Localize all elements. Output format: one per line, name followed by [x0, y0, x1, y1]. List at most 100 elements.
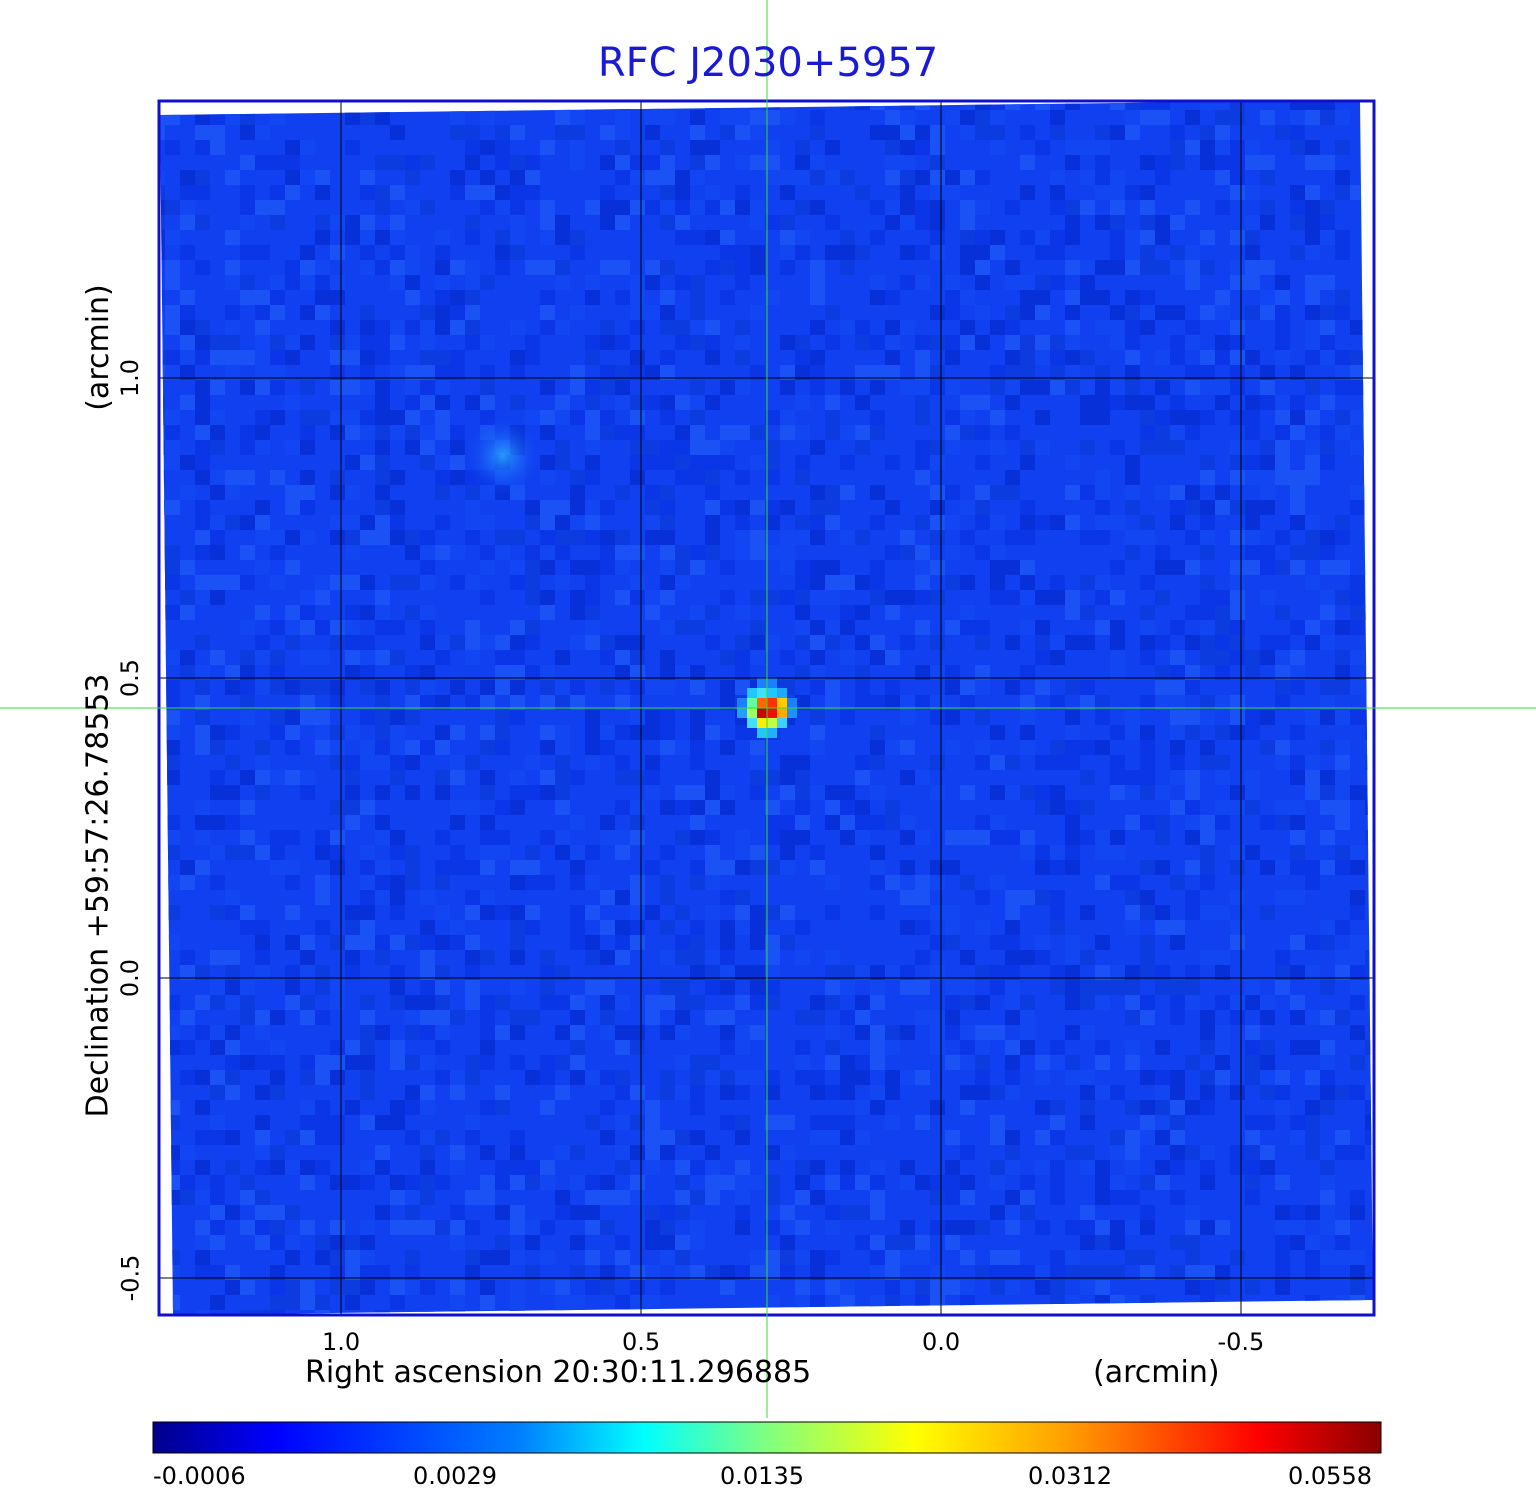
noise-pixel	[1020, 1040, 1035, 1055]
noise-pixel	[360, 515, 375, 530]
noise-pixel	[525, 755, 540, 770]
noise-pixel	[390, 650, 405, 665]
noise-pixel	[1200, 140, 1215, 155]
noise-pixel	[735, 995, 750, 1010]
noise-pixel	[375, 1145, 390, 1160]
noise-pixel	[795, 245, 810, 260]
noise-pixel	[1245, 305, 1260, 320]
noise-pixel	[555, 215, 570, 230]
noise-pixel	[1290, 1115, 1305, 1130]
noise-pixel	[585, 440, 600, 455]
noise-pixel	[210, 590, 225, 605]
noise-pixel	[825, 425, 840, 440]
noise-pixel	[855, 530, 870, 545]
noise-pixel	[900, 1220, 915, 1235]
noise-pixel	[360, 665, 375, 680]
noise-pixel	[1320, 1100, 1335, 1115]
noise-pixel	[225, 170, 240, 185]
source-pixel	[787, 698, 797, 708]
noise-pixel	[1050, 1130, 1065, 1145]
noise-pixel	[585, 455, 600, 470]
noise-pixel	[855, 635, 870, 650]
noise-pixel	[960, 335, 975, 350]
noise-pixel	[1095, 995, 1110, 1010]
noise-pixel	[360, 230, 375, 245]
noise-pixel	[570, 155, 585, 170]
noise-pixel	[960, 830, 975, 845]
noise-pixel	[1185, 245, 1200, 260]
noise-pixel	[480, 200, 495, 215]
noise-pixel	[1170, 260, 1185, 275]
noise-pixel	[1230, 605, 1245, 620]
noise-pixel	[1245, 350, 1260, 365]
noise-pixel	[615, 485, 630, 500]
noise-pixel	[750, 1265, 765, 1280]
noise-pixel	[915, 695, 930, 710]
noise-pixel	[870, 1205, 885, 1220]
noise-pixel	[1155, 1070, 1170, 1085]
noise-pixel	[1020, 1310, 1035, 1315]
noise-pixel	[1005, 1265, 1020, 1280]
noise-pixel	[885, 290, 900, 305]
noise-pixel	[585, 950, 600, 965]
noise-pixel	[660, 650, 675, 665]
noise-pixel	[690, 1160, 705, 1175]
noise-pixel	[360, 1235, 375, 1250]
noise-pixel	[675, 1160, 690, 1175]
noise-pixel	[240, 665, 255, 680]
noise-pixel	[1275, 605, 1290, 620]
noise-pixel	[345, 935, 360, 950]
noise-pixel	[465, 260, 480, 275]
noise-pixel	[1260, 455, 1275, 470]
noise-pixel	[405, 1190, 420, 1205]
noise-pixel	[285, 1250, 300, 1265]
noise-pixel	[1320, 440, 1335, 455]
noise-pixel	[1095, 500, 1110, 515]
noise-pixel	[855, 770, 870, 785]
noise-pixel	[645, 275, 660, 290]
noise-pixel	[795, 815, 810, 830]
noise-pixel	[630, 545, 645, 560]
noise-pixel	[750, 530, 765, 545]
noise-pixel	[885, 815, 900, 830]
noise-pixel	[720, 455, 735, 470]
noise-pixel	[180, 650, 195, 665]
noise-pixel	[1005, 350, 1020, 365]
noise-pixel	[690, 665, 705, 680]
noise-pixel	[720, 560, 735, 575]
noise-pixel	[480, 1175, 495, 1190]
noise-pixel	[735, 200, 750, 215]
noise-pixel	[1050, 335, 1065, 350]
noise-pixel	[195, 1130, 210, 1145]
noise-pixel	[525, 1235, 540, 1250]
noise-pixel	[840, 965, 855, 980]
noise-pixel	[405, 425, 420, 440]
noise-pixel	[210, 1235, 225, 1250]
noise-pixel	[840, 320, 855, 335]
noise-pixel	[735, 665, 750, 680]
noise-pixel	[375, 395, 390, 410]
noise-pixel	[480, 380, 495, 395]
noise-pixel	[330, 995, 345, 1010]
noise-pixel	[1005, 1145, 1020, 1160]
noise-pixel	[990, 100, 1005, 110]
noise-pixel	[165, 110, 180, 125]
noise-pixel	[195, 410, 210, 425]
noise-pixel	[1305, 575, 1320, 590]
y-tick-label: 1.0	[116, 358, 145, 398]
noise-pixel	[435, 935, 450, 950]
noise-pixel	[1290, 1130, 1305, 1145]
noise-pixel	[165, 350, 180, 365]
noise-pixel	[1125, 1220, 1140, 1235]
noise-pixel	[780, 770, 795, 785]
noise-pixel	[300, 1055, 315, 1070]
noise-pixel	[420, 1085, 435, 1100]
noise-pixel	[615, 1115, 630, 1130]
noise-pixel	[570, 470, 585, 485]
noise-pixel	[885, 1115, 900, 1130]
noise-pixel	[585, 980, 600, 995]
noise-pixel	[405, 710, 420, 725]
noise-pixel	[1155, 560, 1170, 575]
noise-pixel	[1245, 515, 1260, 530]
noise-pixel	[315, 410, 330, 425]
